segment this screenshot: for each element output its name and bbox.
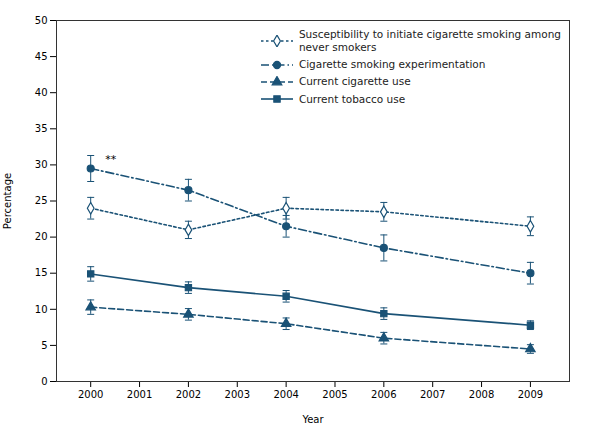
svg-text:2000: 2000 xyxy=(78,389,103,400)
svg-text:50: 50 xyxy=(35,15,48,26)
svg-text:45: 45 xyxy=(35,51,48,62)
svg-text:30: 30 xyxy=(35,159,48,170)
svg-text:Percentage: Percentage xyxy=(2,173,13,229)
svg-text:2003: 2003 xyxy=(225,389,250,400)
svg-text:2007: 2007 xyxy=(420,389,445,400)
svg-text:2004: 2004 xyxy=(273,389,298,400)
svg-text:2008: 2008 xyxy=(469,389,494,400)
svg-text:15: 15 xyxy=(35,267,48,278)
svg-text:25: 25 xyxy=(35,195,48,206)
svg-text:40: 40 xyxy=(35,87,48,98)
svg-text:5: 5 xyxy=(41,340,47,351)
html-text:Susceptibility to initiate cig: Susceptibility to initiate cigarette smo… xyxy=(298,28,561,54)
svg-text:2001: 2001 xyxy=(127,389,152,400)
svg-text:2006: 2006 xyxy=(371,389,396,400)
svg-text:2002: 2002 xyxy=(176,389,201,400)
html-text:Cigarette smoking experimentat: Cigarette smoking experimentation xyxy=(298,58,486,71)
svg-text:2005: 2005 xyxy=(322,389,347,400)
svg-text:10: 10 xyxy=(35,304,48,315)
svg-text:20: 20 xyxy=(35,231,48,242)
svg-text:**: ** xyxy=(105,153,117,166)
svg-text:2009: 2009 xyxy=(518,389,543,400)
html-text:Current tobacco use: Current tobacco use xyxy=(298,92,406,105)
svg-text:35: 35 xyxy=(35,123,48,134)
html-text:Current cigarette use: Current cigarette use xyxy=(298,75,411,88)
svg-text:0: 0 xyxy=(41,376,47,387)
svg-text:Year: Year xyxy=(301,414,324,425)
